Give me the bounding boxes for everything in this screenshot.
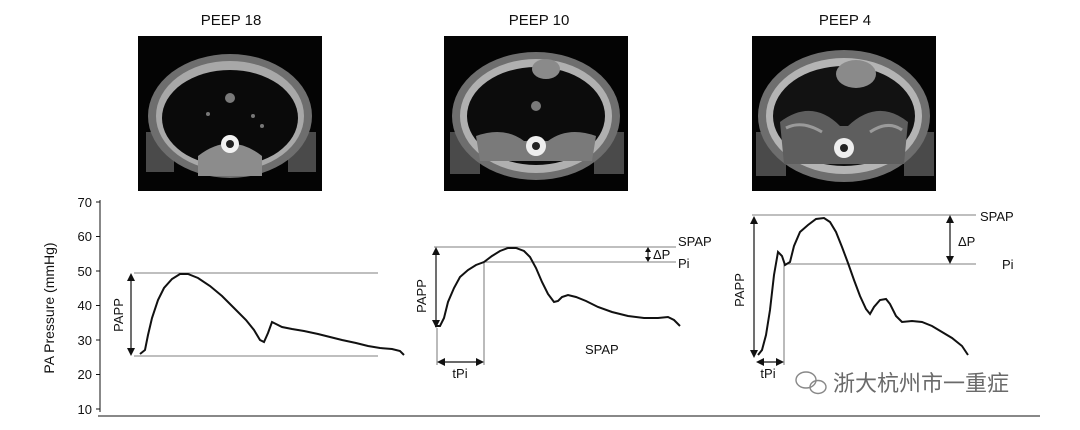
papp-label: PAPP <box>414 279 429 313</box>
y-tick-label: 50 <box>78 264 92 279</box>
pi-label: Pi <box>1002 257 1014 272</box>
watermark: 浙大杭州市一重症 <box>795 371 1009 397</box>
delta-p-arrowhead-bottom <box>946 256 954 264</box>
y-tick-label: 40 <box>78 298 92 313</box>
pressure-trace-peep18 <box>139 273 405 356</box>
panel-title-peep10: PEEP 10 <box>508 12 570 29</box>
panel-peep4-annotations: PAPP tPi ΔP SPAP Pi <box>732 209 1014 381</box>
wechat-icon <box>795 371 827 395</box>
delta-p-arrowhead-top <box>946 215 954 223</box>
panel-peep10-annotations: PAPP tPi ΔP SPAP Pi SPAP <box>414 234 712 381</box>
tpi-label: tPi <box>760 366 775 381</box>
y-tick-label: 60 <box>78 229 92 244</box>
ct-image-peep18 <box>138 36 322 191</box>
tpi-arrowhead-right <box>776 358 784 366</box>
panel-peep18-annotations: PAPP <box>111 272 378 357</box>
y-tick-label: 30 <box>78 333 92 348</box>
watermark-text: 浙大杭州市一重症 <box>833 372 1009 397</box>
spap-label-lower: SPAP <box>585 342 619 357</box>
panel-title-peep18: PEEP 18 <box>200 12 262 29</box>
tpi-arrowhead-left <box>756 358 764 366</box>
papp-arrowhead-top <box>127 273 135 281</box>
ct-image-peep10 <box>444 36 628 191</box>
papp-arrowhead-bottom <box>750 350 758 358</box>
papp-arrowhead-top <box>432 247 440 255</box>
pressure-trace-peep4 <box>757 216 969 356</box>
papp-arrowhead-bottom <box>432 320 440 328</box>
panel-title-peep4: PEEP 4 <box>818 12 872 29</box>
papp-label: PAPP <box>111 298 126 332</box>
ct-image-peep4 <box>752 36 936 191</box>
papp-arrowhead-top <box>750 216 758 224</box>
y-tick-label: 20 <box>78 367 92 382</box>
y-tick-label: 10 <box>78 402 92 417</box>
pressure-trace-peep10 <box>435 247 681 327</box>
delta-p-label: ΔP <box>958 234 975 249</box>
papp-label: PAPP <box>732 273 747 307</box>
spap-label: SPAP <box>678 234 712 249</box>
y-tick-label: 70 <box>78 195 92 210</box>
papp-arrowhead-bottom <box>127 348 135 356</box>
delta-p-label: ΔP <box>653 247 670 262</box>
tpi-arrowhead-left <box>437 358 445 366</box>
y-tick-marks <box>96 201 100 410</box>
delta-p-arrowhead-bottom <box>645 257 651 262</box>
spap-label: SPAP <box>980 209 1014 224</box>
delta-p-arrowhead-top <box>645 247 651 252</box>
y-axis-label: PA Pressure (mmHg) <box>41 242 57 373</box>
tpi-label: tPi <box>452 366 467 381</box>
tpi-arrowhead-right <box>476 358 484 366</box>
pi-label: Pi <box>678 256 690 271</box>
